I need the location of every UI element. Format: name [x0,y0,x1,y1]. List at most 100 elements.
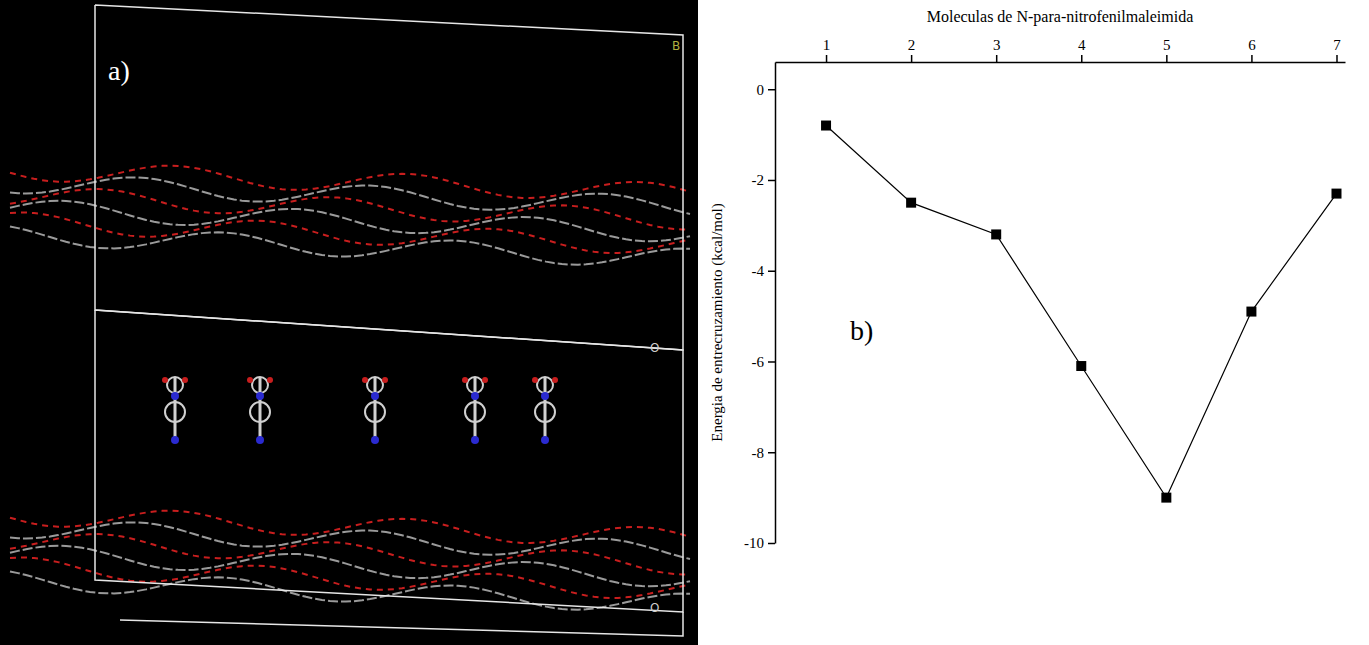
polymer-strand [10,189,690,229]
molecule-atom [371,436,379,444]
molecule [532,377,558,444]
data-line [826,126,1336,498]
x-tick: 6 [1248,37,1256,62]
molecule [462,377,488,444]
x-tick-label: 2 [908,37,916,53]
molecule-ring [165,402,185,422]
molecule-atom [256,436,264,444]
y-tick-label: -6 [752,354,765,370]
x-axis-line [776,62,1346,64]
molecule-ring [167,377,183,393]
data-point [991,229,1001,239]
y-tick-label: -8 [752,445,765,461]
panel-a: a)BOO [0,0,698,645]
cell-box [95,310,683,612]
molecule-atom [552,377,558,383]
molecule [162,377,188,444]
data-point [1331,189,1341,199]
molecule-bond [544,378,547,442]
molecule-atom [371,392,379,400]
x-axis-title: Moleculas de N-para-nitrofenilmaleimida [927,8,1194,26]
molecule-atom [541,392,549,400]
y-tick: -6 [752,354,776,370]
molecule-ring [537,377,553,393]
x-tick: 4 [1078,37,1086,62]
y-tick-mark [768,543,775,545]
molecule-ring [365,402,385,422]
x-tick-mark [826,55,828,62]
polymer-strand [10,227,690,265]
molecule-atom [247,377,253,383]
y-tick-mark [768,361,775,363]
polymer-strand [10,558,690,598]
molecule-atom [382,377,388,383]
y-tick-mark [768,452,775,454]
data-point [821,121,831,131]
molecule-atom [171,392,179,400]
molecule-atom [182,377,188,383]
y-tick-label: -4 [752,263,765,279]
y-tick-mark [768,270,775,272]
x-tick-label: 4 [1078,37,1086,53]
y-tick-label: -2 [752,172,765,188]
data-point [1161,493,1171,503]
molecule-bond [259,378,262,442]
y-tick-mark [768,180,775,182]
molecule-bond [374,378,377,442]
molecule-atom [462,377,468,383]
x-tick: 7 [1333,37,1341,62]
panel-label: b) [850,315,873,346]
cell-box [120,612,683,636]
polymer-strand [10,534,690,574]
y-axis-title: Energia de entrecruzamiento (kcal/mol) [709,203,726,441]
x-tick-label: 5 [1163,37,1171,53]
x-tick-label: 1 [823,37,831,53]
y-tick: -10 [744,535,775,551]
plot-area [821,121,1341,503]
x-tick: 5 [1163,37,1171,62]
x-axis: 1 2 3 4 5 6 7 [776,37,1346,63]
x-tick-mark [1336,55,1338,62]
figure: a)BOO12345670-2-4-6-8-10Moleculas de N-p… [0,0,1369,645]
molecule-atom [267,377,273,383]
molecule-bond [174,378,177,442]
molecule [362,377,388,444]
polymer-strand [10,201,690,242]
molecule-atom [162,377,168,383]
y-tick-label: -10 [744,535,764,551]
x-tick-mark [1166,55,1168,62]
x-tick-mark [996,55,998,62]
x-tick-mark [911,55,913,62]
y-tick: -2 [752,172,776,188]
polymer-strand [10,572,690,610]
x-tick-mark [1081,55,1083,62]
molecule-ring [252,377,268,393]
molecule-ring [535,402,555,422]
cell-box [95,5,683,350]
x-tick: 2 [908,37,916,62]
data-point [1246,307,1256,317]
y-tick-label: 0 [757,82,765,98]
molecule-bond [474,378,477,442]
polymer-strand [10,213,690,253]
y-axis-line [775,63,777,544]
data-point [906,198,916,208]
molecule-atom [532,377,538,383]
y-tick: -4 [752,263,776,279]
molecule-atom [541,436,549,444]
cell-axis-label: O [650,601,659,615]
molecule-atom [471,436,479,444]
y-tick: -8 [752,445,776,461]
y-tick: 0 [757,82,776,98]
molecule-atom [482,377,488,383]
molecule-atom [362,377,368,383]
molecule-ring [250,402,270,422]
molecule-atom [471,392,479,400]
molecule-ring [367,377,383,393]
x-tick-label: 3 [993,37,1001,53]
panel-label: a) [108,55,130,86]
molecule-ring [465,402,485,422]
molecule-ring [467,377,483,393]
cell-axis-label: B [672,39,680,53]
y-axis: 0 -2 -4 -6 -8 -10 [744,63,776,552]
